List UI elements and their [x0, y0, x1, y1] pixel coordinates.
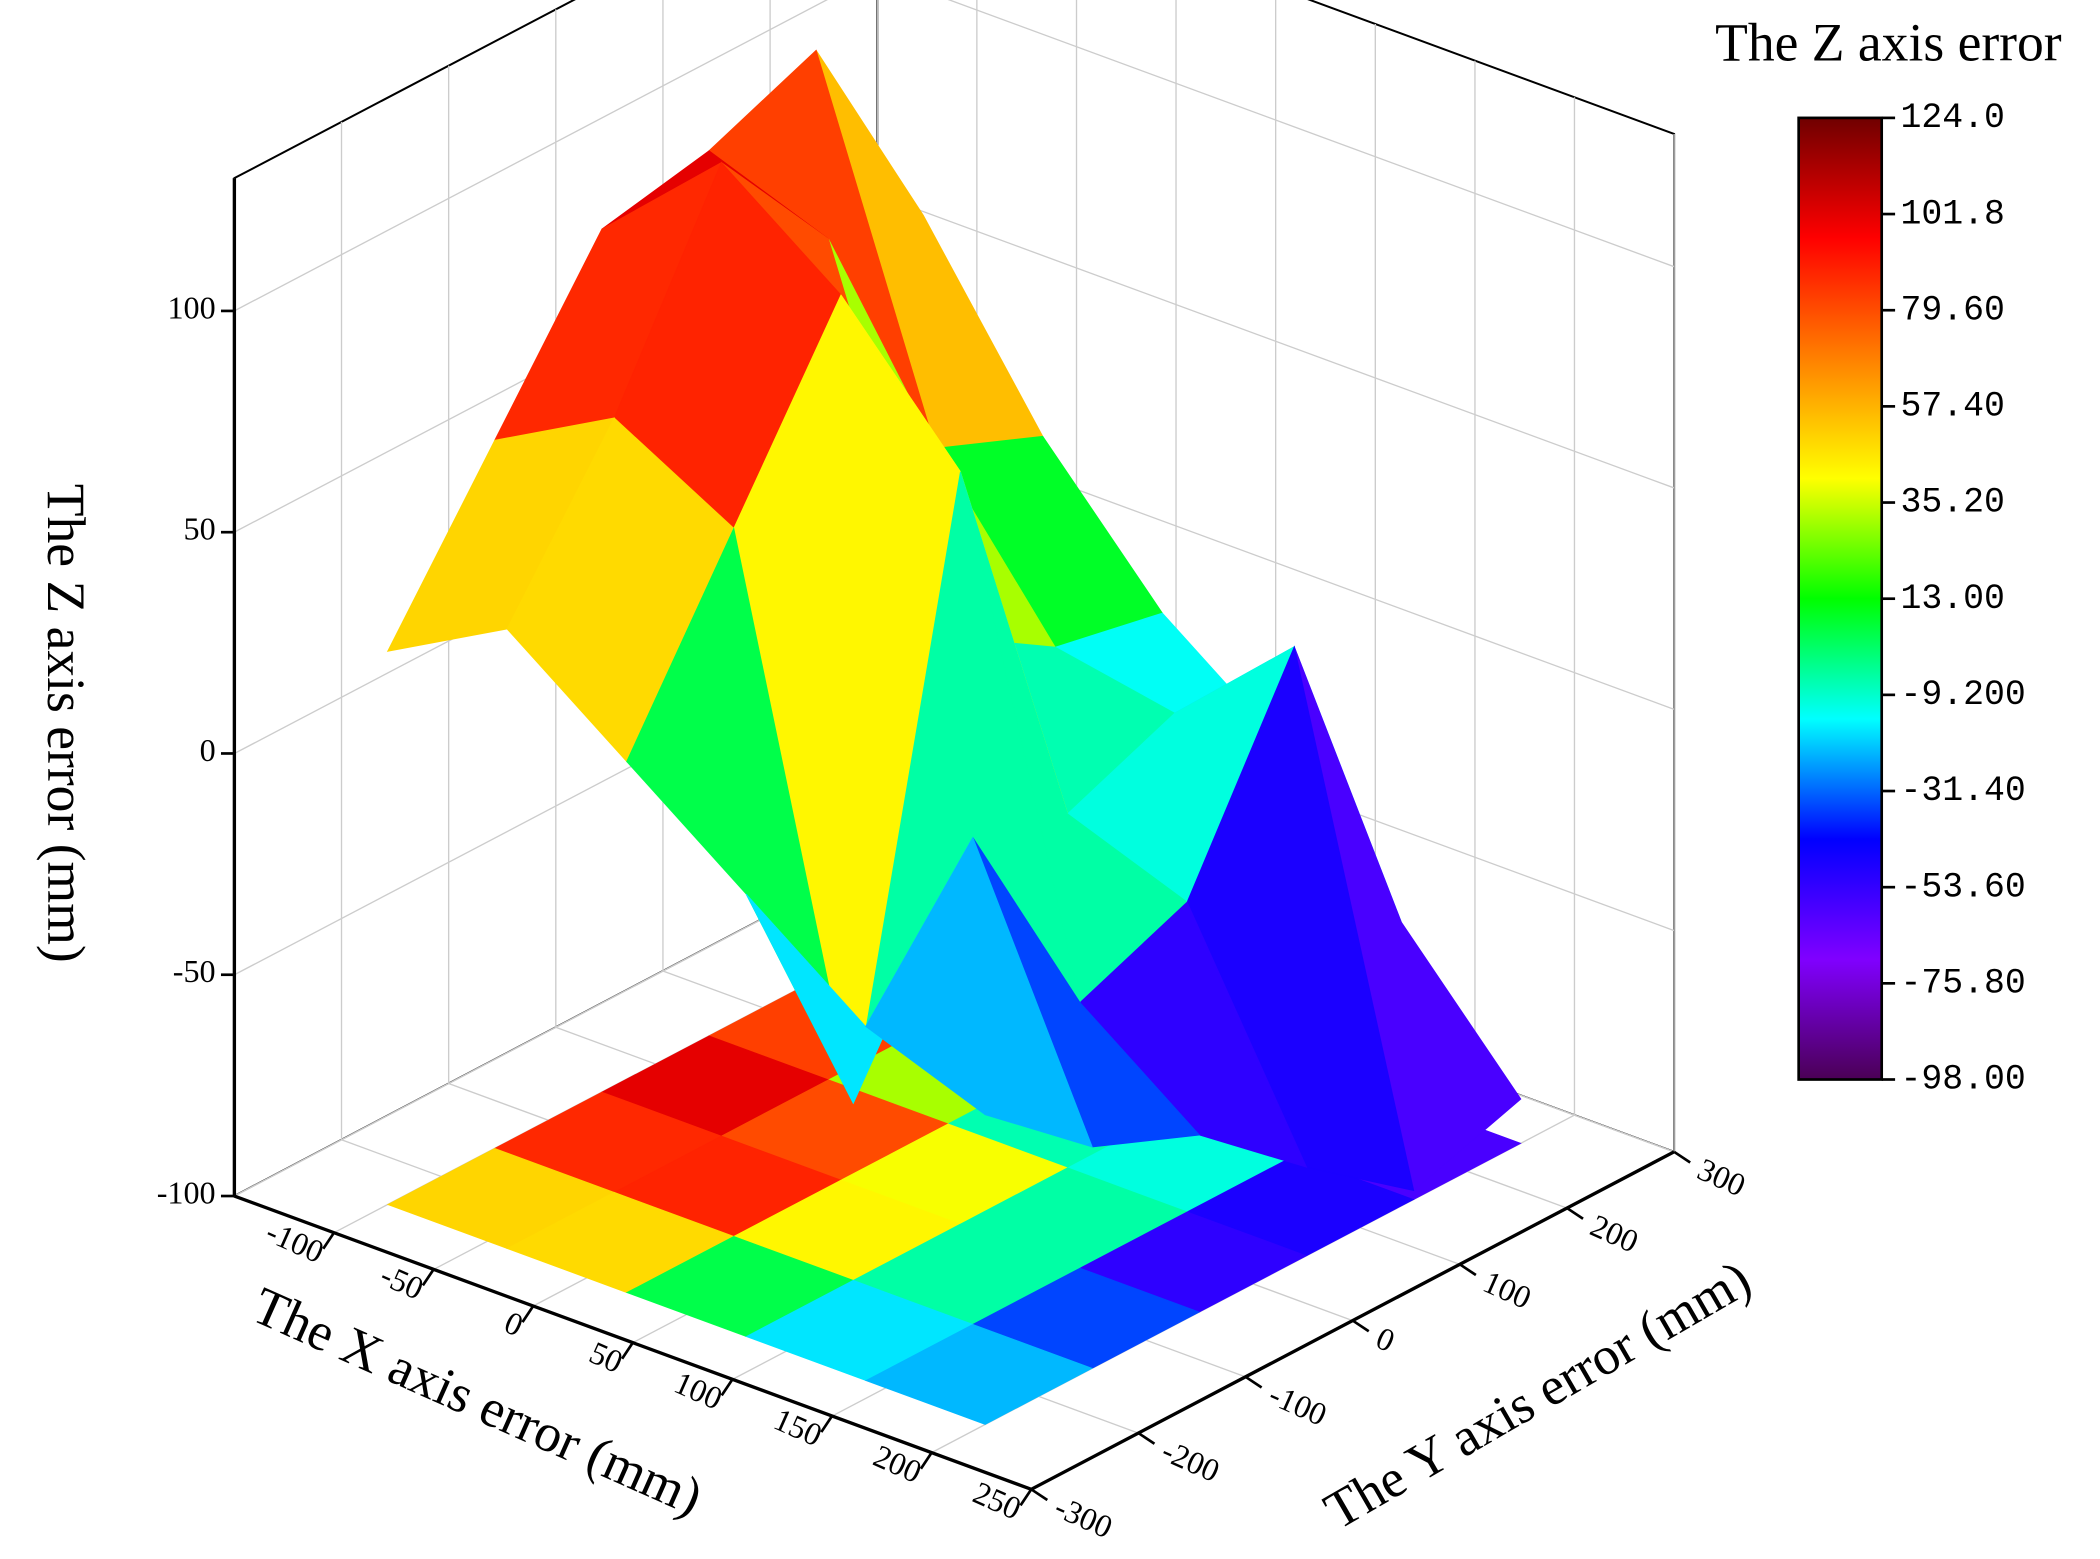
y-tick: [1244, 1375, 1263, 1389]
x-tick: [521, 1305, 535, 1323]
y-tick: [1566, 1206, 1584, 1220]
y-tick: [1673, 1150, 1691, 1164]
colorbar-title: The Z axis error: [1715, 13, 2062, 73]
z-tick-label: -50: [173, 953, 216, 989]
x-tick: [322, 1231, 336, 1250]
z-tick-label: 100: [167, 289, 215, 325]
y-tick-label: 200: [1585, 1207, 1644, 1259]
y-tick-label: -200: [1157, 1432, 1225, 1489]
x-tick-label: 0: [499, 1304, 528, 1343]
colorbar-tick-label: 13.00: [1900, 580, 2004, 619]
colorbar-tick-label: 57.40: [1900, 388, 2004, 427]
y-tick-label: 300: [1692, 1151, 1751, 1203]
z-tick-label: 50: [184, 511, 216, 547]
y-tick: [1137, 1431, 1156, 1445]
colorbar-tick-label: -31.40: [1900, 772, 2025, 811]
colorbar-tick-label: 79.60: [1900, 291, 2004, 330]
colorbar: [1797, 116, 1884, 1081]
floor-projection: [864, 1323, 1094, 1425]
x-tick: [919, 1451, 933, 1470]
y-tick: [1030, 1488, 1049, 1502]
colorbar-tick-label: 101.8: [1900, 195, 2004, 234]
y-tick-label: 0: [1371, 1320, 1400, 1359]
colorbar-tick-label: -75.80: [1900, 965, 2025, 1004]
x-tick: [720, 1378, 734, 1397]
colorbar-tick-label: 124.0: [1900, 99, 2004, 138]
surface-patch: [865, 836, 1093, 1148]
y-tick-label: -100: [1264, 1376, 1332, 1433]
y-tick-label: 100: [1478, 1263, 1537, 1315]
x-tick: [620, 1341, 634, 1360]
x-tick: [421, 1268, 435, 1287]
y-tick-label: -300: [1050, 1488, 1118, 1545]
colorbar-tick-label: -98.00: [1900, 1061, 2025, 1100]
z-axis-title: The Z axis error (mm): [36, 484, 96, 963]
x-tick: [820, 1415, 834, 1433]
x-tick: [1019, 1488, 1033, 1507]
colorbar-tick-label: 35.20: [1900, 484, 2004, 523]
x-tick-label: 50: [584, 1334, 628, 1380]
z-tick-label: -100: [157, 1174, 216, 1210]
y-tick: [1459, 1263, 1477, 1277]
colorbar-tick-label: -53.60: [1900, 868, 2025, 907]
y-tick: [1351, 1319, 1370, 1333]
colorbar-tick-label: -9.200: [1900, 676, 2025, 715]
z-tick-label: 0: [200, 732, 216, 768]
